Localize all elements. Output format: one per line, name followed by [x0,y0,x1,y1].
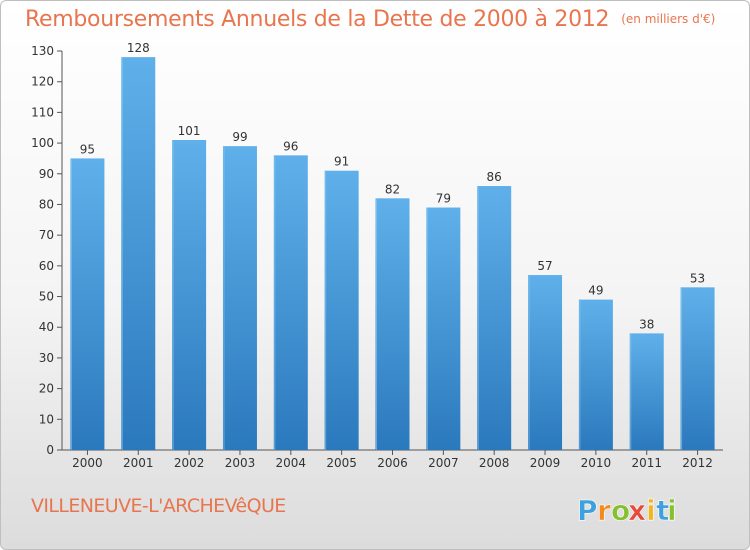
bar-2012 [680,287,715,450]
value-label-2010: 49 [588,284,603,298]
value-label-2001: 128 [127,41,150,55]
value-label-2005: 91 [334,155,349,169]
value-label-2000: 95 [80,142,95,156]
y-tick-label: 110 [31,105,54,119]
x-tick-label-2010: 2010 [581,456,612,470]
x-tick-label-2005: 2005 [326,456,357,470]
y-tick-label: 90 [39,167,54,181]
value-label-2008: 86 [487,170,502,184]
x-tick-label-2008: 2008 [479,456,510,470]
x-tick-label-2012: 2012 [682,456,713,470]
bar-2006 [375,198,410,450]
bars [70,57,715,451]
x-tick-label-2004: 2004 [276,456,307,470]
x-tick-label-2011: 2011 [631,456,662,470]
bar-2008 [477,186,512,451]
y-tick-label: 100 [31,136,54,150]
bar-2002 [172,140,207,450]
logo-letter: i [667,494,677,527]
axes: 0 10 20 30 40 50 60 70 80 90 100 110 120 130 2000 2001 2… [31,44,723,470]
value-label-2012: 53 [690,271,705,285]
y-tick-label: 120 [31,75,54,89]
value-label-2011: 38 [639,317,654,331]
y-tick-label: 50 [39,290,54,304]
value-label-2007: 79 [436,192,451,206]
chart-title: Remboursements Annuels de la Dette de 20… [25,7,715,32]
x-tick-label-2000: 2000 [72,456,103,470]
logo-letter: i [646,494,656,527]
logo-letter: r [597,494,611,527]
bar-2003 [222,146,257,450]
bar-2001 [121,57,156,451]
y-tick-label: 60 [39,259,54,273]
chart-title-unit: (en milliers d'€) [621,12,716,26]
chart-title-main: Remboursements Annuels de la Dette de 20… [25,7,610,32]
x-tick-label-2001: 2001 [123,456,154,470]
y-tick-label: 80 [39,197,54,211]
value-label-2009: 57 [537,259,552,273]
y-tick-label: 0 [46,443,54,457]
y-tick-label: 20 [39,382,54,396]
value-label-2006: 82 [385,182,400,196]
commune-name: VILLENEUVE-L'ARCHEVêQUE [31,495,286,517]
bar-2007 [426,207,461,450]
logo-letter: x [628,494,646,527]
bar-2004 [273,155,308,450]
y-tick-label: 40 [39,320,54,334]
bar-2011 [629,333,664,450]
data-labels: 95 128 101 99 96 91 82 79 86 57 49 38 53 [80,41,705,331]
value-label-2004: 96 [283,139,298,153]
bar-2009 [528,275,563,450]
logo-letter: t [656,494,669,527]
x-tick-label-2003: 2003 [225,456,256,470]
x-tick-label-2006: 2006 [377,456,408,470]
x-tick-label-2002: 2002 [174,456,205,470]
bar-2005 [324,170,359,450]
value-label-2002: 101 [178,124,201,138]
logo-letter: o [611,494,630,527]
y-tick-label: 130 [31,44,54,58]
y-tick-label: 30 [39,351,54,365]
bar-2000 [70,158,105,450]
bar-2010 [578,299,613,450]
value-label-2003: 99 [232,130,247,144]
x-tick-label-2007: 2007 [428,456,459,470]
y-tick-label: 10 [39,412,54,426]
logo-letter: P [577,494,598,527]
y-tick-label: 70 [39,228,54,242]
x-tick-label-2009: 2009 [530,456,561,470]
